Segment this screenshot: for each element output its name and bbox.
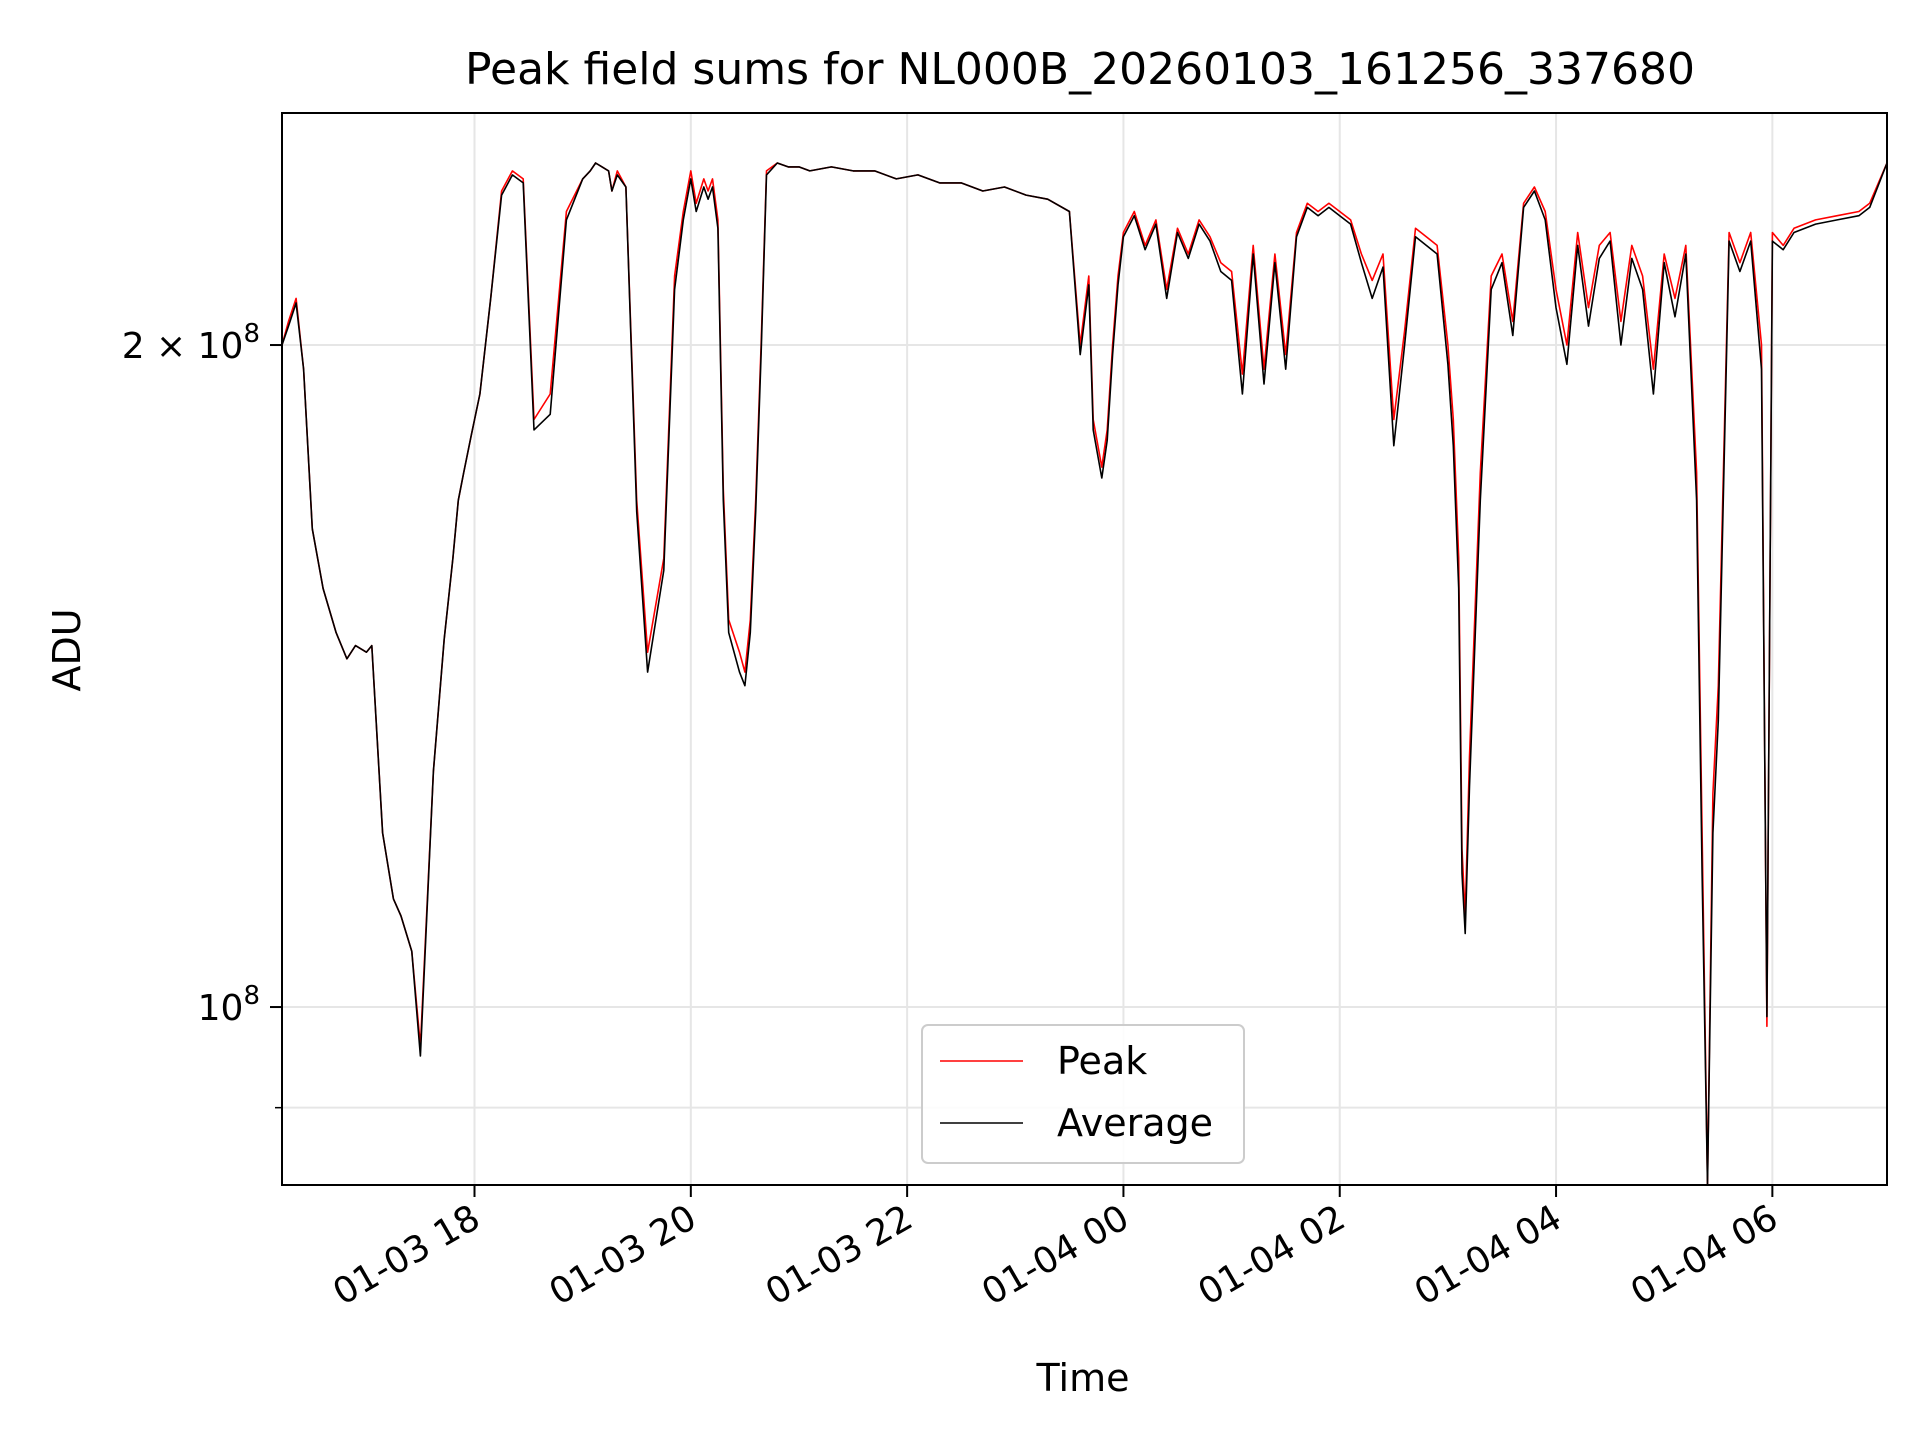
y-tick-label-1: 108 [198, 981, 260, 1029]
y-tick-label-0: 2 × 108 [122, 319, 260, 367]
legend: Peak Average [921, 1024, 1245, 1164]
plot-frame [281, 112, 1888, 1186]
legend-label-peak: Peak [1057, 1039, 1147, 1083]
legend-label-average: Average [1057, 1101, 1213, 1145]
y-axis-label: ADU [45, 608, 89, 691]
chart-title: Peak field sums for NL000B_20260103_1612… [465, 44, 1695, 95]
x-axis-label: Time [1036, 1356, 1130, 1400]
legend-box [921, 1024, 1245, 1164]
series-layer [281, 162, 1888, 1186]
series-line-peak [281, 162, 1888, 1186]
series-line-average [281, 162, 1888, 1186]
